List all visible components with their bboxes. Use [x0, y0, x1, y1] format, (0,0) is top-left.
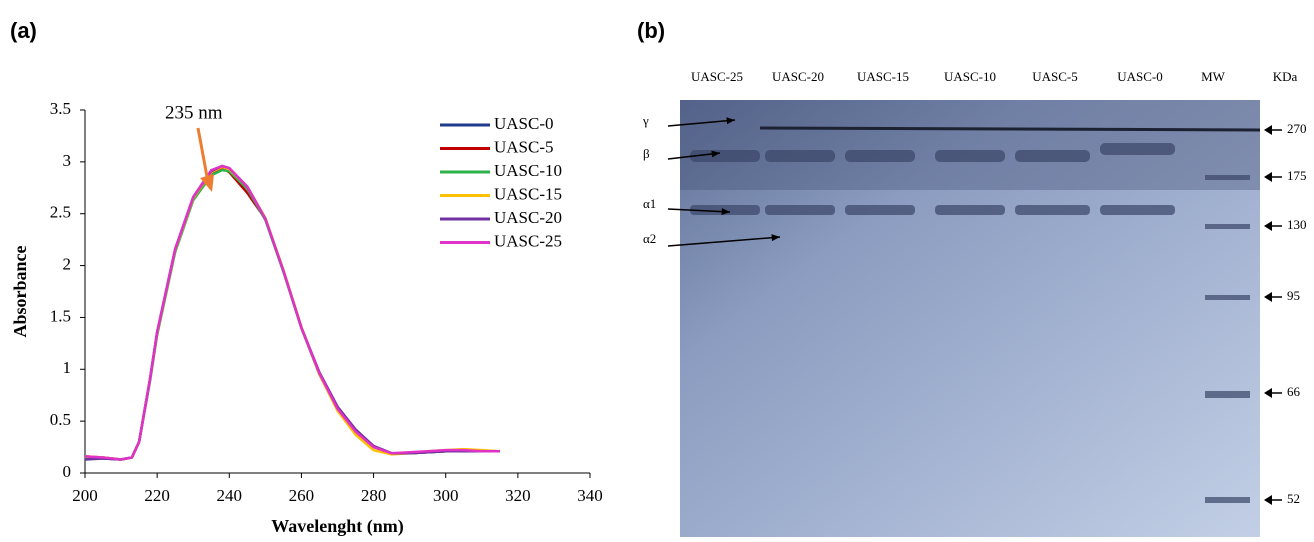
gel-image: [680, 100, 1260, 537]
marker-arrowhead: [1264, 125, 1272, 135]
band-arrow: [667, 236, 781, 247]
y-tick-label: 2: [63, 254, 72, 273]
data-line: [84, 167, 500, 461]
legend-label: UASC-25: [494, 231, 562, 250]
lane-label: UASC-0: [1117, 69, 1163, 84]
y-axis-label: Absorbance: [10, 245, 30, 337]
data-line: [84, 164, 500, 461]
marker-arrowhead: [1264, 221, 1272, 231]
y-tick-label: 3: [63, 151, 72, 170]
x-tick-label: 220: [144, 486, 170, 505]
y-tick-label: 1: [63, 358, 72, 377]
lane-label: UASC-5: [1032, 69, 1078, 84]
y-tick-label: 3.5: [50, 99, 71, 118]
x-tick-label: 280: [361, 486, 387, 505]
y-tick-label: 2.5: [50, 203, 71, 222]
gel-bands: [690, 143, 1250, 503]
marker-arrowhead: [1264, 292, 1272, 302]
data-line: [85, 168, 500, 461]
band-arrowhead: [721, 208, 730, 216]
lane-label: UASC-20: [772, 69, 824, 84]
x-tick-label: 340: [577, 486, 603, 505]
marker-label: 270: [1287, 121, 1307, 136]
x-tick-label: 320: [505, 486, 531, 505]
data-line: [84, 166, 500, 461]
legend-label: UASC-5: [494, 137, 554, 156]
band-label: α2: [643, 231, 656, 246]
marker-label: 52: [1287, 491, 1300, 506]
data-line: [84, 164, 500, 461]
legend-label: UASC-0: [494, 114, 554, 133]
annotation-arrowhead: [200, 174, 214, 192]
band-arrowhead: [726, 117, 735, 125]
band-arrowhead: [771, 234, 780, 242]
marker-arrowhead: [1264, 172, 1272, 182]
y-tick-label: 0: [63, 462, 72, 481]
lane-label: UASC-25: [691, 69, 743, 84]
marker-arrowhead: [1264, 388, 1272, 398]
band-arrow: [667, 208, 731, 213]
marker-arrowhead: [1264, 495, 1272, 505]
marker-label: 66: [1287, 384, 1301, 399]
legend-label: UASC-15: [494, 184, 562, 203]
lane-label: MW: [1201, 69, 1226, 84]
lane-label: KDa: [1273, 69, 1298, 84]
x-tick-label: 200: [72, 486, 98, 505]
band-arrowhead: [711, 150, 720, 158]
panel-label: (a): [10, 18, 37, 43]
band-label: α1: [643, 196, 656, 211]
legend-label: UASC-10: [494, 161, 562, 180]
marker-label: 95: [1287, 288, 1300, 303]
marker-label: 175: [1287, 168, 1307, 183]
y-tick-label: 1.5: [50, 306, 71, 325]
lane-label: UASC-15: [857, 69, 909, 84]
band-arrow: [667, 119, 736, 127]
annotation-arrow: [196, 127, 210, 183]
band-label: β: [643, 146, 650, 161]
x-tick-label: 240: [217, 486, 243, 505]
marker-label: 130: [1287, 217, 1307, 232]
panel-label: (b): [637, 18, 665, 43]
x-axis-label: Wavelenght (nm): [271, 516, 404, 537]
legend-label: UASC-20: [494, 208, 562, 227]
data-line: [84, 165, 500, 461]
band-arrow: [667, 152, 721, 160]
lane-label: UASC-10: [944, 69, 996, 84]
annotation: 235 nm: [165, 102, 223, 123]
y-tick-label: 0.5: [50, 410, 71, 429]
band-label: γ: [642, 113, 649, 128]
x-tick-label: 300: [433, 486, 459, 505]
x-tick-label: 260: [289, 486, 315, 505]
gel-band: [759, 126, 1261, 132]
